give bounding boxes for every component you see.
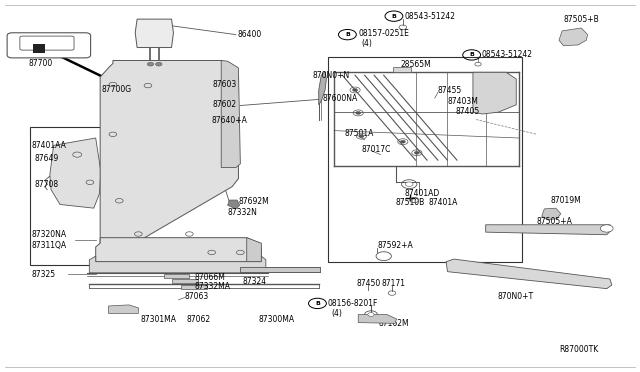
Text: 87405: 87405 <box>456 106 480 116</box>
Circle shape <box>156 62 162 66</box>
Bar <box>30 127 119 265</box>
Text: 87066M: 87066M <box>195 273 225 282</box>
Text: 87510B: 87510B <box>395 198 424 207</box>
Text: 87301MA: 87301MA <box>140 315 176 324</box>
Circle shape <box>368 312 374 316</box>
Text: 87063: 87063 <box>185 292 209 301</box>
Text: 87401AD: 87401AD <box>404 189 440 198</box>
Text: 87700: 87700 <box>28 59 52 68</box>
Text: 87592+A: 87592+A <box>378 241 413 250</box>
Text: 87505+A: 87505+A <box>537 217 573 225</box>
Text: 87649: 87649 <box>35 154 59 163</box>
Text: 08543-51242: 08543-51242 <box>482 51 533 60</box>
FancyBboxPatch shape <box>20 36 74 50</box>
Text: 87403M: 87403M <box>447 97 478 106</box>
Polygon shape <box>486 225 612 235</box>
Text: R87000TK: R87000TK <box>559 345 598 354</box>
Text: 87602: 87602 <box>213 100 237 109</box>
Circle shape <box>147 62 154 66</box>
Text: 87708: 87708 <box>35 180 59 189</box>
Text: B: B <box>345 32 350 37</box>
Circle shape <box>600 225 613 232</box>
Text: 87324: 87324 <box>243 277 266 286</box>
Polygon shape <box>135 19 173 48</box>
Bar <box>394 67 411 72</box>
Circle shape <box>359 135 364 138</box>
Text: 870N0+T: 870N0+T <box>497 292 533 301</box>
Polygon shape <box>96 238 261 262</box>
Text: 87325: 87325 <box>32 270 56 279</box>
Polygon shape <box>181 285 207 289</box>
Text: 28565M: 28565M <box>401 60 431 70</box>
Polygon shape <box>358 314 396 323</box>
Polygon shape <box>241 267 320 272</box>
Text: 87332MA: 87332MA <box>195 282 230 291</box>
Text: 87640+A: 87640+A <box>212 116 248 125</box>
Polygon shape <box>108 305 138 313</box>
Text: 87019M: 87019M <box>550 196 581 205</box>
Text: 08543-51242: 08543-51242 <box>404 12 456 21</box>
Text: 86400: 86400 <box>237 30 261 39</box>
Polygon shape <box>559 28 588 46</box>
Text: 87062: 87062 <box>186 315 211 324</box>
Text: 87450: 87450 <box>357 279 381 288</box>
Polygon shape <box>100 61 239 256</box>
Text: 87300MA: 87300MA <box>258 315 294 324</box>
Polygon shape <box>172 279 198 283</box>
Polygon shape <box>446 259 612 289</box>
Circle shape <box>400 140 405 143</box>
Text: (4): (4) <box>332 309 342 318</box>
Text: 87700G: 87700G <box>101 85 132 94</box>
Polygon shape <box>228 200 240 209</box>
Polygon shape <box>246 238 261 262</box>
FancyBboxPatch shape <box>7 33 91 58</box>
Text: (4): (4) <box>362 39 372 48</box>
Text: 87505+B: 87505+B <box>563 15 599 24</box>
Text: 87603: 87603 <box>213 80 237 89</box>
Text: 87501A: 87501A <box>344 129 374 138</box>
Text: 87692M: 87692M <box>239 197 269 206</box>
Polygon shape <box>319 71 326 105</box>
Bar <box>328 57 522 262</box>
Polygon shape <box>473 72 516 114</box>
Circle shape <box>353 89 358 92</box>
Polygon shape <box>50 138 100 208</box>
Text: 87401AA: 87401AA <box>32 141 67 150</box>
Text: 87455: 87455 <box>438 86 462 95</box>
Text: 87320NA: 87320NA <box>32 230 67 239</box>
Circle shape <box>414 151 419 154</box>
Text: 08156-8201F: 08156-8201F <box>328 299 378 308</box>
Polygon shape <box>221 61 241 167</box>
Circle shape <box>405 182 413 186</box>
Text: B: B <box>315 301 320 306</box>
Polygon shape <box>90 256 266 273</box>
Text: 87600NA: 87600NA <box>323 94 358 103</box>
Bar <box>33 44 45 53</box>
Text: 87311QA: 87311QA <box>32 241 67 250</box>
Text: B: B <box>469 52 474 57</box>
Circle shape <box>356 112 361 114</box>
Text: 87332N: 87332N <box>228 208 257 217</box>
Text: 08157-0251E: 08157-0251E <box>358 29 409 38</box>
Text: 87401A: 87401A <box>428 198 458 207</box>
Text: 87017C: 87017C <box>362 145 391 154</box>
Text: 87162M: 87162M <box>379 319 409 328</box>
Polygon shape <box>164 274 189 278</box>
Text: 870N0+N: 870N0+N <box>312 71 349 80</box>
Polygon shape <box>541 208 561 220</box>
Text: B: B <box>392 14 396 19</box>
Text: 87171: 87171 <box>382 279 406 288</box>
